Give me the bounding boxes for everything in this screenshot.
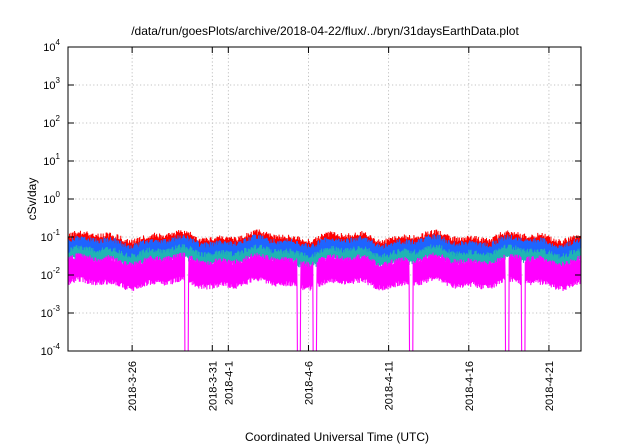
y-tick-label: 101 [43,152,60,168]
y-axis-label: cSv/day [25,178,39,221]
x-tick-label: 2018-4-16 [464,361,476,411]
x-tick-label: 2018-4-11 [384,361,396,410]
x-tick-label: 2018-4-21 [544,361,556,411]
y-tick-label: 103 [43,76,60,92]
y-tick-label: 102 [43,114,60,130]
chart-title: /data/run/goesPlots/archive/2018-04-22/f… [131,24,519,38]
grid-layer [68,47,581,351]
x-axis-label: Coordinated Universal Time (UTC) [245,430,429,444]
plot-frame [67,46,582,352]
x-tick-label: 2018-3-31 [207,361,219,411]
y-tick-label: 10-1 [41,228,61,244]
axis-layer: 10-4 10-3 10-2 10-1 100 101 102 103 104 2018-3-26… [41,38,582,411]
x-tick-label: 2018-3-26 [127,361,139,411]
x-tick-label: 2018-4-6 [303,361,315,405]
y-tick-label: 10-4 [41,342,61,358]
series-line [67,252,582,352]
x-tick-label: 2018-4-1 [223,361,235,405]
y-tick-label: 10-3 [41,304,61,320]
series-layer [67,229,582,352]
y-tick-label: 10-2 [41,266,61,282]
y-tick-label: 104 [43,38,60,54]
y-tick-label: 100 [43,190,60,206]
